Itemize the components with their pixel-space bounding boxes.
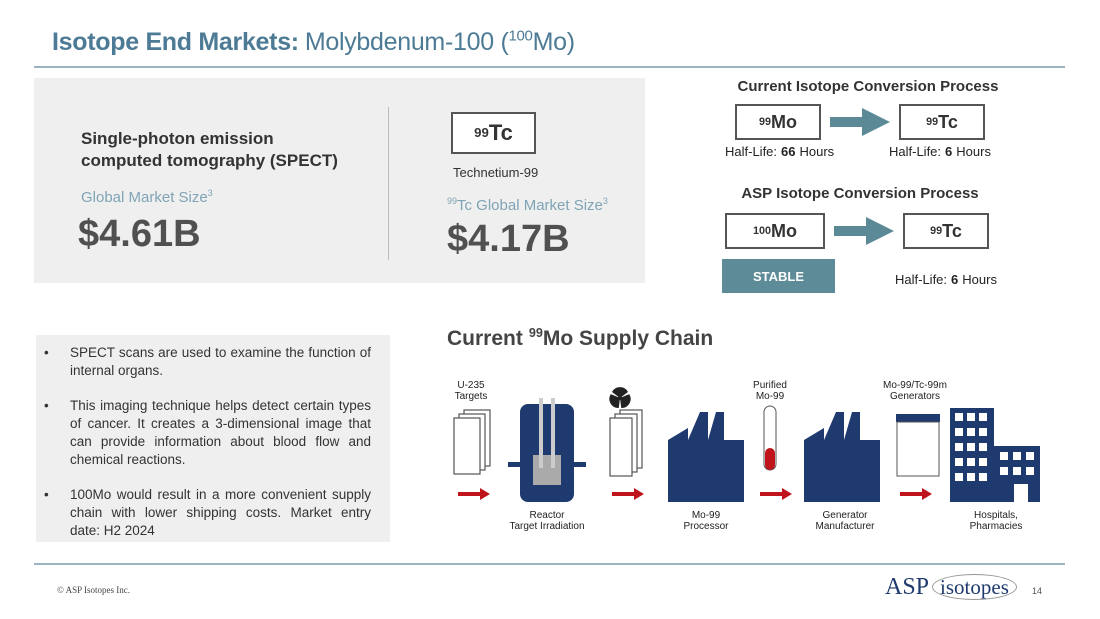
title-text: Mo)	[532, 28, 575, 56]
isotope-box: 100 Mo	[725, 213, 825, 249]
generator	[896, 421, 940, 477]
market-value: $4.61B	[78, 213, 201, 255]
conversion-arrows	[830, 108, 894, 245]
panel-divider	[388, 107, 389, 260]
half-life-value: 6	[951, 272, 959, 287]
heading-line: Single-photon emission	[81, 129, 274, 148]
bullet-list: SPECT scans are used to examine the func…	[36, 335, 390, 542]
isotope-symbol: Tc	[942, 220, 962, 241]
half-life-value: 6	[945, 144, 953, 159]
step-label: Mo-99/Tc-99m Generators	[883, 380, 947, 402]
footer-rule	[34, 563, 1065, 565]
copyright: © ASP Isotopes Inc.	[57, 585, 131, 595]
label-line: Purified	[753, 380, 787, 391]
half-life-value: 66	[781, 144, 796, 159]
half-life-unit: Hours	[956, 144, 991, 159]
step-label: Generator Manufacturer	[816, 510, 875, 532]
status-badge: STABLE	[722, 259, 835, 293]
test-tube	[763, 405, 777, 471]
logo-main: ASP	[885, 574, 930, 600]
label-line: Processor	[683, 521, 729, 532]
isotope-symbol: Tc	[488, 120, 513, 145]
step-label: Hospitals, Pharmacies	[970, 510, 1023, 532]
half-life: Half-Life: 66 Hours	[725, 144, 838, 159]
title-text: Molybdenum-100 (	[304, 28, 509, 56]
step-label: Mo-99 Processor	[683, 510, 728, 532]
title-text: Mo Supply Chain	[542, 327, 714, 350]
supply-icons	[508, 398, 1040, 502]
page-number: 14	[1032, 586, 1043, 596]
market-value: $4.17B	[447, 218, 570, 260]
half-life: Half-Life: 6 Hours	[895, 272, 1001, 287]
bullet: This imaging technique helps detect cert…	[44, 397, 371, 469]
footnote-ref: 3	[207, 188, 213, 198]
isotope-name: Technetium-99	[453, 165, 539, 180]
isotope-box: 99 Tc	[899, 104, 985, 140]
isotope-box: 99 Tc	[451, 112, 536, 154]
label-text: Global Market Size	[81, 189, 208, 206]
half-life-label: Half-Life:	[889, 144, 942, 159]
label-line: Manufacturer	[815, 521, 875, 532]
logo-sub: isotopes	[932, 574, 1017, 600]
label-text: Tc Global Market Size	[457, 197, 603, 214]
market-label: 99Tc Global Market Size3	[447, 196, 608, 215]
footnote-ref: 3	[602, 196, 608, 206]
label-line: Hospitals,	[974, 510, 1018, 521]
slide-title: Isotope End Markets: Molybdenum-100 (100M…	[52, 28, 575, 57]
half-life-label: Half-Life:	[895, 272, 948, 287]
label-line: Mo-99/Tc-99m	[883, 380, 947, 391]
label-line: U-235	[457, 380, 485, 391]
label-line: Mo-99	[691, 510, 721, 521]
half-life: Half-Life: 6 Hours	[889, 144, 995, 159]
isotope-box: 99 Tc	[903, 213, 989, 249]
label-line: Targets	[454, 391, 488, 402]
step-label: U-235 Targets	[455, 380, 488, 402]
panel-heading: Single-photon emission computed tomograp…	[81, 128, 338, 172]
isotope-symbol: Tc	[938, 111, 958, 132]
process-title: Current Isotope Conversion Process	[737, 78, 999, 95]
isotope-symbol: Mo	[771, 111, 797, 132]
isotope-mass: 99	[528, 326, 543, 340]
isotope-box: 99 Mo	[735, 104, 821, 140]
isotope-symbol: Mo	[771, 220, 797, 241]
label-line: Generator	[822, 510, 868, 521]
title-text: Current	[447, 327, 523, 350]
label-line: Target Irradiation	[509, 521, 585, 532]
flow-arrows	[458, 488, 932, 500]
step-label: Reactor Target Irradiation	[509, 510, 584, 532]
half-life-label: Half-Life:	[725, 144, 778, 159]
radiation-icon	[609, 387, 631, 408]
isotope-mass: 99	[447, 196, 458, 206]
market-panel	[34, 78, 645, 283]
logo: ASP isotopes	[885, 574, 1017, 601]
target-sheets	[453, 409, 643, 477]
label-line: Mo-99	[755, 391, 785, 402]
label-line: Pharmacies	[969, 521, 1023, 532]
bullet: SPECT scans are used to examine the func…	[44, 344, 371, 380]
half-life-unit: Hours	[799, 144, 835, 159]
title-bold: Isotope End Markets:	[52, 28, 299, 56]
process-title: ASP Isotope Conversion Process	[741, 185, 979, 202]
header-rule	[34, 66, 1065, 68]
step-label: Purified Mo-99	[753, 380, 787, 402]
title-superscript: 100	[508, 27, 533, 45]
label-line: Generators	[889, 391, 941, 402]
supply-chain-title: Current 99Mo Supply Chain	[447, 327, 713, 351]
market-label: Global Market Size3	[81, 188, 213, 207]
half-life-unit: Hours	[962, 272, 997, 287]
bullet: 100Mo would result in a more convenient …	[44, 486, 371, 540]
heading-line: computed tomography (SPECT)	[81, 151, 338, 170]
label-line: Reactor	[529, 510, 565, 521]
